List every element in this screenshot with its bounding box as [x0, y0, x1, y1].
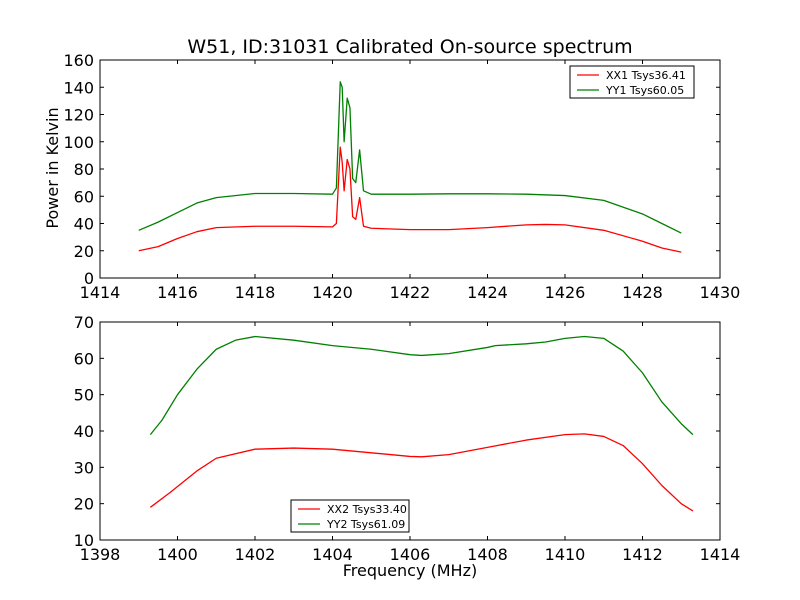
x-tick-label: 1424 [467, 283, 508, 302]
legend-label: XX1 Tsys36.41 [606, 69, 686, 82]
x-tick-label: 1418 [235, 283, 276, 302]
x-tick-label: 1416 [157, 283, 198, 302]
legend: XX1 Tsys36.41 YY1 Tsys60.05 [569, 65, 695, 99]
y-tick-label: 80 [74, 160, 94, 179]
y-tick-label: 0 [84, 269, 94, 288]
x-tick-label: 1402 [235, 545, 276, 564]
y-tick-label: 70 [74, 313, 94, 332]
x-tick-label: 1430 [700, 283, 741, 302]
y-tick-label: 10 [74, 531, 94, 550]
series-line-2 [138, 81, 682, 234]
chart-title: W51, ID:31031 Calibrated On-source spect… [187, 36, 632, 58]
y-tick-label: 140 [63, 78, 94, 97]
y-tick-label: 40 [74, 215, 94, 234]
bottom-panel: 1398 1400 1402 1404 1406 1408 1410 1412 1414 10 20… [74, 313, 741, 564]
x-tick-label: 1408 [467, 545, 508, 564]
x-tick-label: 1422 [390, 283, 431, 302]
x-tick-label: 1412 [622, 545, 663, 564]
y-tick-label: 160 [63, 51, 94, 70]
x-tick-label: 1398 [80, 545, 121, 564]
legend-label: XX2 Tsys33.40 [327, 503, 407, 516]
y-tick-label: 20 [74, 242, 94, 261]
legend-label: YY1 Tsys60.05 [605, 84, 684, 97]
series-line-1 [149, 433, 694, 512]
x-axis-title: Frequency (MHz) [343, 561, 477, 580]
x-tick-label: 1426 [545, 283, 586, 302]
x-tick-label: 1400 [157, 545, 198, 564]
y-tick-label: 20 [74, 495, 94, 514]
series-line-1 [138, 146, 682, 253]
x-tick-label: 1414 [80, 283, 121, 302]
y-tick-label: 40 [74, 422, 94, 441]
top-panel: 1414 1416 1418 1420 1422 1424 1426 1428 1430 0 20 4… [63, 51, 740, 302]
y-tick-label: 30 [74, 458, 94, 477]
y-tick-label: 60 [74, 349, 94, 368]
y-tick-label: 50 [74, 386, 94, 405]
y-tick-label: 100 [63, 133, 94, 152]
legend-box [290, 499, 410, 533]
y-tick-label: 120 [63, 106, 94, 125]
series-line-2 [149, 335, 694, 436]
x-tick-label: 1420 [312, 283, 353, 302]
legend-box [569, 65, 695, 99]
x-tick-label: 1428 [622, 283, 663, 302]
x-tick-label: 1404 [312, 545, 353, 564]
legend-label: YY2 Tsys61.09 [326, 518, 405, 531]
legend: XX2 Tsys33.40 YY2 Tsys61.09 [290, 499, 410, 533]
y-tick-label: 60 [74, 187, 94, 206]
y-axis-title: Power in Kelvin [43, 107, 62, 228]
x-tick-label: 1414 [700, 545, 741, 564]
x-tick-label: 1406 [390, 545, 431, 564]
x-tick-label: 1410 [545, 545, 586, 564]
